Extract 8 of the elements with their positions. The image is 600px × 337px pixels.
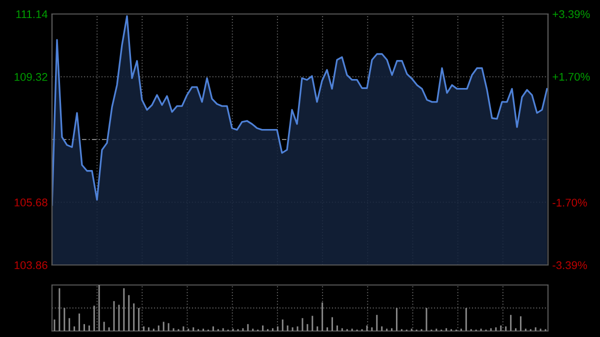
y-tick-label: 109.32 bbox=[14, 73, 48, 81]
y-tick-label: 103.86 bbox=[14, 261, 48, 270]
y-tick-label: 111.14 bbox=[16, 10, 48, 18]
y2-tick-label: +1.70% bbox=[552, 72, 590, 81]
y2-tick-label: -3.39% bbox=[552, 261, 587, 270]
y-tick-label: 105.68 bbox=[14, 198, 48, 206]
y2-tick-label: +3.39% bbox=[552, 10, 590, 18]
y2-tick-label: -1.70% bbox=[552, 198, 587, 207]
